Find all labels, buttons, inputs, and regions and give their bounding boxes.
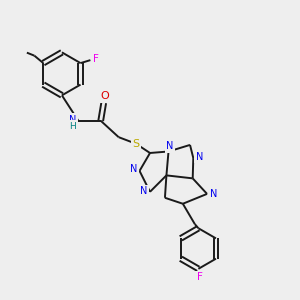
Text: F: F (93, 54, 99, 64)
Text: N: N (210, 189, 217, 199)
Text: H: H (69, 122, 76, 130)
Text: O: O (99, 91, 108, 101)
Text: O: O (100, 91, 109, 101)
Text: S: S (132, 139, 140, 149)
Text: F: F (92, 54, 98, 64)
Text: N: N (166, 141, 174, 151)
Text: N: N (130, 164, 137, 174)
Text: N: N (69, 115, 76, 125)
Text: F: F (197, 272, 203, 282)
Text: N: N (140, 186, 148, 196)
Text: N: N (196, 152, 203, 162)
